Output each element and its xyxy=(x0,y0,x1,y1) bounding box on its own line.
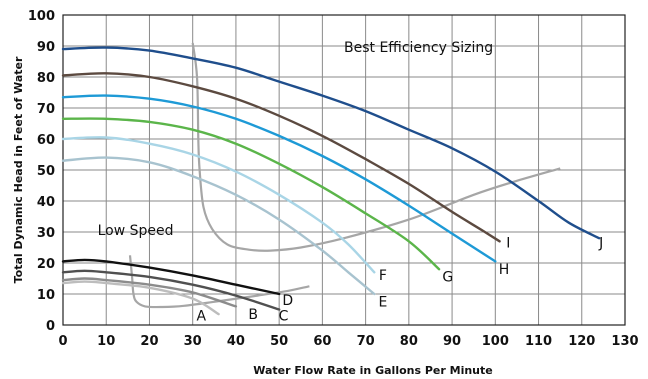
curve-c xyxy=(61,269,281,311)
x-tick-label: 0 xyxy=(58,334,67,349)
y-tick-label: 20 xyxy=(37,257,55,272)
curve-label-i: I xyxy=(506,236,510,252)
x-tick-label: 30 xyxy=(184,334,202,349)
curve-label-g: G xyxy=(442,270,453,286)
y-tick-label: 100 xyxy=(28,9,55,24)
y-axis-title: Total Dynamic Head in Feet of Water xyxy=(12,56,25,283)
x-tick-label: 20 xyxy=(140,334,158,349)
y-tick-label: 30 xyxy=(37,226,55,241)
x-axis-title: Water Flow Rate in Gallons Per Minute xyxy=(253,364,492,377)
annotation: Low Speed xyxy=(98,223,174,239)
x-tick-label: 100 xyxy=(482,334,509,349)
curve-f xyxy=(61,136,376,274)
x-tick-label: 90 xyxy=(443,334,461,349)
curve-i xyxy=(61,72,501,243)
efficiency-curves xyxy=(128,42,561,309)
x-tick-label: 120 xyxy=(568,334,595,349)
y-tick-label: 60 xyxy=(37,133,55,148)
y-tick-label: 80 xyxy=(37,71,55,86)
curve-label-d: D xyxy=(282,293,293,309)
curve-labels: J IH G FE DC B A xyxy=(197,236,604,325)
y-tick-labels: 0 10 20 30 40 50 60 70 80 90 100 xyxy=(28,9,55,334)
curve-h xyxy=(61,94,497,263)
y-tick-label: 90 xyxy=(37,40,55,55)
y-tick-label: 40 xyxy=(37,195,55,210)
x-tick-labels: 0 10 20 30 40 50 60 70 80 90 100 110 120 130 xyxy=(58,334,638,349)
curve-label-c: C xyxy=(279,308,289,324)
efficiency-curve xyxy=(128,255,310,309)
curve-d xyxy=(61,258,281,296)
x-tick-label: 130 xyxy=(611,334,638,349)
y-tick-label: 50 xyxy=(37,164,55,179)
annotation: Best Efficiency Sizing xyxy=(344,40,493,56)
efficiency-curve xyxy=(191,42,561,252)
curve-label-f: F xyxy=(379,268,387,284)
y-tick-label: 70 xyxy=(37,102,55,117)
y-tick-label: 0 xyxy=(46,319,55,334)
grid xyxy=(62,14,626,326)
plot-frame xyxy=(62,14,626,326)
curve-j xyxy=(61,46,601,240)
x-tick-label: 60 xyxy=(313,334,331,349)
curve-label-j: J xyxy=(598,236,603,252)
x-tick-label: 70 xyxy=(357,334,375,349)
curve-b xyxy=(61,277,238,308)
x-tick-label: 80 xyxy=(400,334,418,349)
curve-label-b: B xyxy=(248,307,258,323)
curve-a xyxy=(61,280,220,316)
curve-label-e: E xyxy=(378,294,387,310)
x-tick-label: 10 xyxy=(97,334,115,349)
curve-e xyxy=(61,156,376,296)
y-tick-label: 10 xyxy=(37,288,55,303)
curve-label-h: H xyxy=(499,262,510,278)
curve-label-a: A xyxy=(197,308,207,324)
pump-curves xyxy=(61,46,601,316)
x-tick-label: 40 xyxy=(227,334,245,349)
x-tick-label: 110 xyxy=(525,334,552,349)
annotations: Best Efficiency Sizing Low Speed xyxy=(98,40,494,239)
x-tick-label: 50 xyxy=(270,334,288,349)
curve-g xyxy=(61,117,441,271)
